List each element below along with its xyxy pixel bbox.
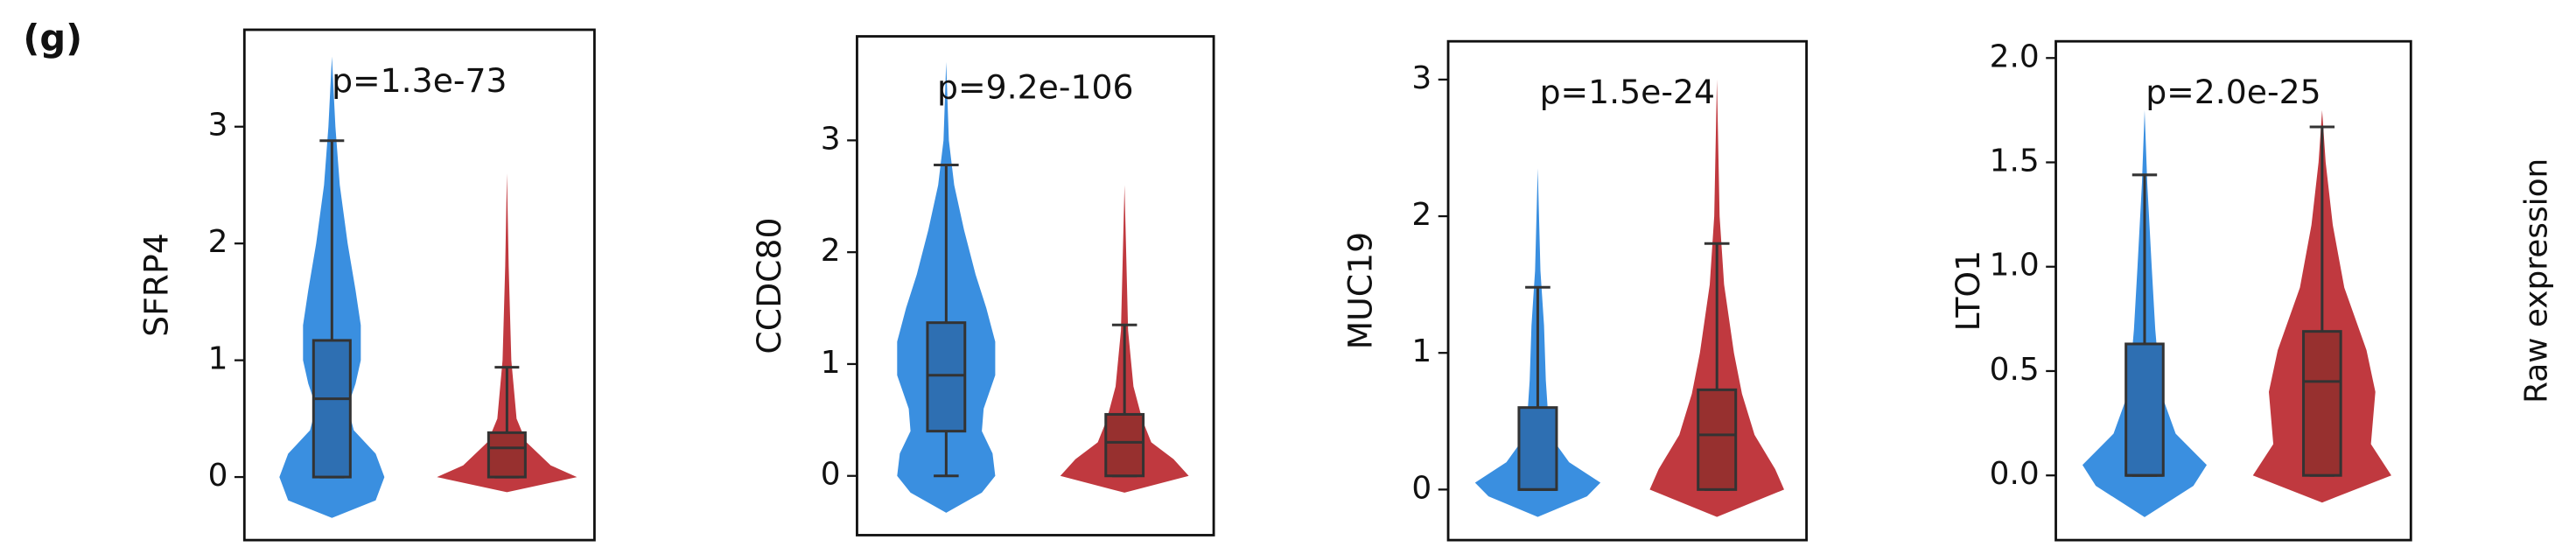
p-value: p=9.2e-106 <box>937 67 1133 106</box>
panel-label: (g) <box>23 17 82 60</box>
y-tick-label: 1.5 <box>1990 144 2040 179</box>
y-tick-label: 3 <box>208 108 228 144</box>
axes-frame <box>2054 39 2412 542</box>
box <box>1697 388 1738 491</box>
y-axis-label: LTO1 <box>1949 250 1987 332</box>
box <box>486 431 527 479</box>
box <box>2302 330 2342 477</box>
y-axis-label: CCDC80 <box>750 217 788 354</box>
box <box>312 339 352 479</box>
y-axis-label: MUC19 <box>1340 232 1379 350</box>
box <box>2124 342 2165 477</box>
y-tick-label: 0.0 <box>1990 456 2040 492</box>
y-tick-label: 2.0 <box>1990 39 2040 74</box>
y-tick-label: 3 <box>1411 60 1432 96</box>
y-tick-label: 0 <box>821 457 841 493</box>
side-label: Raw expression <box>2519 158 2555 403</box>
box <box>926 321 967 433</box>
y-axis-label: SFRP4 <box>137 233 176 337</box>
y-tick-label: 2 <box>1411 197 1432 233</box>
y-tick-label: 0.5 <box>1990 352 2040 388</box>
p-value: p=1.3e-73 <box>332 61 507 100</box>
y-tick-label: 0 <box>208 458 228 494</box>
y-tick-label: 1 <box>821 345 841 381</box>
y-tick-label: 3 <box>821 121 841 157</box>
p-value: p=2.0e-25 <box>2146 73 2320 111</box>
y-tick-label: 2 <box>821 233 841 269</box>
y-tick-label: 2 <box>208 224 228 260</box>
y-tick-label: 1 <box>1411 333 1432 369</box>
box <box>1104 412 1145 478</box>
y-tick-label: 1.0 <box>1990 248 2040 284</box>
p-value: p=1.5e-24 <box>1540 73 1715 111</box>
axes-frame <box>242 28 596 542</box>
axes-frame <box>1446 39 1808 542</box>
y-tick-label: 1 <box>208 341 228 377</box>
axes-frame <box>856 35 1215 536</box>
violin <box>437 173 578 493</box>
box <box>1517 406 1558 491</box>
y-tick-label: 0 <box>1411 470 1432 506</box>
